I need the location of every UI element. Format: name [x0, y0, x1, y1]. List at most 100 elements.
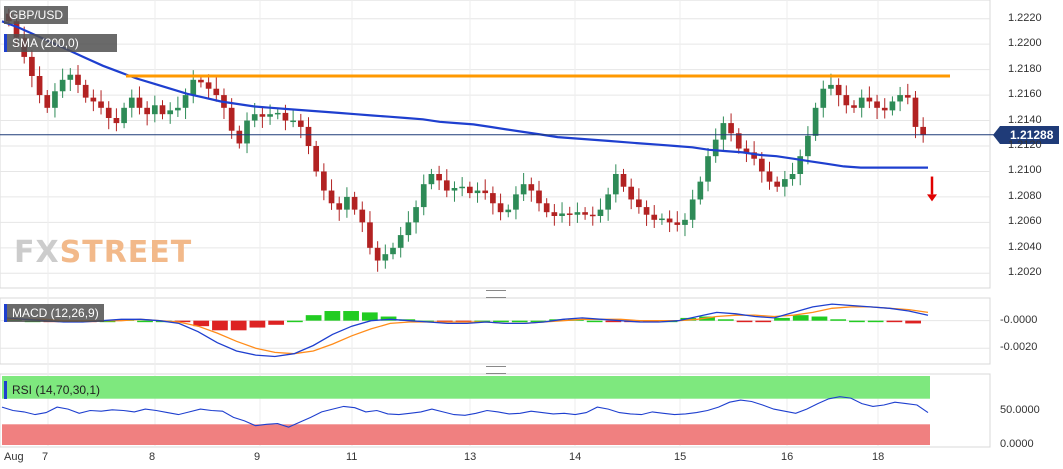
- y-tick-label: 1.2080: [1008, 189, 1042, 202]
- candle-body: [643, 207, 650, 215]
- candle-body: [359, 209, 366, 223]
- candle-body: [620, 174, 627, 187]
- macd-line: [5, 303, 929, 358]
- candle-body: [766, 171, 773, 182]
- candle-body: [597, 209, 604, 216]
- candle-body: [912, 97, 919, 127]
- macd-histogram-bar: [755, 320, 772, 323]
- candle-body: [182, 95, 189, 108]
- x-tick-label: Aug: [4, 451, 24, 463]
- candle-body: [843, 95, 850, 106]
- candle-body: [167, 110, 174, 115]
- candle-body: [651, 214, 658, 220]
- candle-body: [797, 156, 804, 174]
- macd-tick-label: -0.0020: [1000, 341, 1038, 354]
- candle-body: [774, 181, 781, 187]
- rsi-oversold-zone: [2, 424, 930, 445]
- rsi-label[interactable]: RSI (14,70,30,1): [4, 381, 105, 399]
- candle-body: [236, 130, 243, 144]
- candle-body: [382, 254, 389, 261]
- candle-body: [605, 194, 611, 210]
- candle-body: [659, 218, 665, 221]
- candle-body: [490, 193, 496, 204]
- candle-body: [636, 199, 642, 208]
- candle-body: [628, 186, 635, 200]
- candle-body: [536, 190, 542, 204]
- candle-body: [897, 95, 903, 102]
- macd-histogram-bar: [137, 320, 153, 323]
- macd-histogram-bar: [193, 320, 210, 327]
- macd-label[interactable]: MACD (12,26,9): [4, 304, 104, 322]
- candle-body: [858, 97, 865, 108]
- macd-histogram-bar: [174, 320, 191, 323]
- candle-body: [305, 126, 312, 146]
- candle-body: [344, 196, 350, 210]
- candle-body: [520, 184, 527, 195]
- price-panel: [0, 0, 991, 289]
- candle-body: [259, 114, 266, 117]
- macd-panel: [0, 297, 991, 365]
- candle-body: [574, 212, 581, 215]
- candle-body: [828, 84, 834, 89]
- candle-body: [782, 179, 788, 187]
- panel-resize-handle[interactable]: [486, 290, 506, 298]
- candle-body: [321, 171, 327, 191]
- candle-body: [59, 79, 66, 92]
- y-tick-label: 1.2060: [1008, 215, 1042, 228]
- candle-body: [874, 101, 880, 108]
- macd-histogram-bar: [849, 320, 865, 323]
- candle-body: [274, 112, 281, 115]
- macd-histogram-bar: [324, 311, 341, 321]
- candle-body: [205, 82, 212, 89]
- candle-body: [67, 74, 74, 80]
- candle-body: [313, 146, 320, 172]
- candle-body: [282, 112, 289, 121]
- candle-body: [720, 123, 727, 140]
- x-tick-label: 8: [149, 451, 156, 463]
- candle-body: [159, 105, 166, 115]
- candle-body: [812, 107, 819, 136]
- y-tick-label: 1.2040: [1008, 240, 1042, 253]
- rsi-tick-label: 50.0000: [1000, 403, 1040, 416]
- down-arrow-head: [927, 194, 937, 202]
- candle-body: [920, 126, 926, 135]
- macd-histogram-bar: [343, 311, 359, 321]
- x-tick-label: 7: [42, 451, 49, 463]
- candle-body: [689, 199, 696, 220]
- y-tick-label: 1.2200: [1008, 37, 1042, 50]
- fxstreet-logo: FXSTREET: [14, 235, 193, 270]
- candle-body: [559, 213, 565, 216]
- candle-body: [367, 222, 373, 248]
- candle-body: [175, 107, 181, 111]
- macd-tick-label: -0.0000: [1000, 313, 1038, 326]
- candle-body: [151, 105, 158, 115]
- x-tick-label: 11: [346, 451, 358, 463]
- panel-resize-handle[interactable]: [486, 366, 506, 374]
- candle-body: [705, 156, 711, 182]
- y-tick-label: 1.2220: [1008, 11, 1042, 24]
- macd-histogram-bar: [99, 320, 116, 323]
- macd-histogram-bar: [717, 319, 734, 321]
- candle-body: [267, 114, 273, 117]
- symbol-label[interactable]: GBP/USD: [4, 6, 69, 24]
- candle-body: [413, 207, 419, 223]
- candle-body: [190, 79, 197, 96]
- candle-body: [666, 218, 673, 223]
- candle-body: [136, 97, 143, 108]
- sma-label[interactable]: SMA (200,0): [4, 34, 117, 52]
- candle-body: [551, 212, 558, 216]
- candle-body: [820, 88, 827, 108]
- annotations: [0, 74, 1000, 202]
- sma-200-line: [1, 20, 928, 169]
- candle-body: [82, 84, 89, 98]
- candle-body: [467, 186, 473, 194]
- candle-body: [674, 222, 681, 225]
- rsi-tick-label: 0.0000: [1000, 438, 1034, 450]
- y-tick-label: 1.2140: [1008, 113, 1042, 126]
- candle-body: [198, 79, 204, 83]
- rsi-zones: [2, 376, 930, 445]
- candle-body: [228, 107, 235, 131]
- y-tick-label: 1.2020: [1008, 266, 1042, 279]
- candle-body: [13, 21, 20, 38]
